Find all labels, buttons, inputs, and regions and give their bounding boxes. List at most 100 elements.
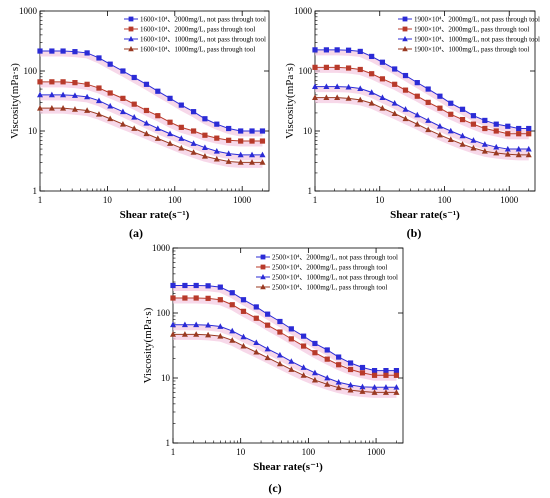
data-point [383,372,389,378]
data-point [481,141,488,147]
data-point [288,326,294,332]
data-point [178,124,184,130]
x-axis-label: Shear rate(s⁻¹) [390,209,460,221]
data-point [323,94,330,101]
data-point [49,79,55,85]
data-point [379,59,386,65]
data-point [229,302,235,308]
data-point [225,158,232,164]
legend-entry: 1900×10⁴、1000mg/L, not pass through tool [414,36,540,44]
data-point [170,321,176,328]
data-point [371,389,378,395]
data-point [526,125,532,132]
data-point [470,121,477,127]
data-point [265,322,271,328]
chart-panel-3: 1 10 100 1000 1 10 100 1000 Shear rate(s⁻¹) Visco… [142,243,404,495]
data-point [167,130,174,137]
data-point [170,295,176,301]
legend-marker-square [260,264,266,270]
data-point [84,81,90,87]
data-point [249,151,256,158]
data-point [300,372,307,378]
data-point [470,137,477,143]
legend-marker-square [260,254,266,260]
x-tick-label: 10 [103,195,113,205]
data-point [493,143,500,150]
y-axis-label: Viscosity(mPa·s) [142,307,154,383]
data-point [193,295,199,301]
data-point [49,48,55,54]
data-point [190,128,197,134]
legend-entry: 2500×10⁴、2000mg/L, pass through tool [272,264,387,272]
legend-marker-square [128,26,134,32]
data-point [60,79,66,85]
data-point [336,354,342,360]
data-point [368,89,375,95]
data-point [259,138,266,144]
y-tick-label: 1000 [19,6,38,16]
data-point [481,148,488,154]
series-shade [40,51,263,137]
data-point [259,128,266,134]
legend-entry: 2500×10⁴、2000mg/L, not pass through tool [272,254,398,262]
data-point [392,66,398,72]
data-point [312,340,318,347]
data-point [504,151,511,157]
data-point [143,119,150,126]
data-point [60,104,67,111]
y-axis-label: Viscosity(mPa·s) [9,63,21,139]
data-point [214,121,220,127]
y-tick-label: 1000 [152,243,171,253]
data-point [391,110,398,116]
data-point [334,64,340,70]
data-point [369,53,375,60]
data-point [359,370,366,376]
data-point [324,381,331,387]
data-point [383,367,389,374]
data-point [459,141,466,147]
data-point [178,135,185,141]
data-point [515,151,522,158]
data-point [425,126,432,133]
data-point [276,360,283,367]
series-3 [312,83,532,155]
data-point [323,64,330,70]
data-point [72,49,78,55]
series-shade [173,334,397,398]
series-shade [173,325,397,393]
data-point [229,337,236,343]
data-point [493,128,499,134]
legend-entry: 1600×10⁴、2000mg/L, pass through tool [140,26,255,34]
data-point [253,315,259,321]
data-point [213,155,220,162]
data-point [359,383,366,390]
data-point [71,106,78,112]
data-point [167,95,173,101]
data-point [347,360,354,366]
data-point [237,151,244,158]
data-point [155,113,161,119]
data-point [447,136,454,142]
data-point [379,76,386,82]
x-tick-label: 1000 [233,195,252,205]
legend-marker-triangle [402,46,408,52]
data-point [154,125,161,131]
data-point [238,128,244,134]
data-point [288,366,295,372]
data-point [217,323,224,329]
data-point [414,80,420,86]
data-point [107,115,114,122]
data-point [131,125,138,131]
legend-marker-triangle [128,46,134,52]
data-point [84,93,91,100]
data-point [312,83,318,89]
data-point [516,131,522,137]
series-4 [312,94,532,161]
y-tick-label: 100 [24,66,38,76]
data-point [311,369,318,376]
data-point [229,290,235,296]
data-point [264,345,271,352]
data-point [393,389,400,395]
series-shade [40,108,263,168]
